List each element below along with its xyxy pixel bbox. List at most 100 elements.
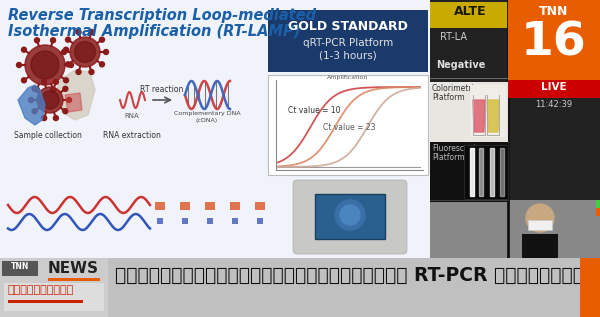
Polygon shape bbox=[500, 148, 504, 196]
Bar bbox=[430, 2, 510, 28]
Text: Complementary DNA
(cDNA): Complementary DNA (cDNA) bbox=[173, 111, 241, 123]
Text: 11:42:39: 11:42:39 bbox=[535, 100, 572, 109]
Circle shape bbox=[50, 87, 56, 92]
Circle shape bbox=[41, 91, 59, 109]
Bar bbox=[205, 202, 215, 210]
Text: Ct value = 10: Ct value = 10 bbox=[288, 106, 341, 115]
Text: (1-3 hours): (1-3 hours) bbox=[319, 50, 377, 60]
Circle shape bbox=[340, 205, 360, 225]
Circle shape bbox=[63, 109, 68, 114]
Bar bbox=[207, 218, 213, 224]
Bar bbox=[0, 258, 600, 317]
Bar bbox=[430, 82, 508, 142]
Polygon shape bbox=[55, 70, 95, 120]
Circle shape bbox=[104, 49, 109, 55]
Circle shape bbox=[67, 98, 71, 102]
Bar bbox=[157, 218, 163, 224]
Text: Platform: Platform bbox=[432, 153, 464, 162]
Polygon shape bbox=[490, 148, 494, 196]
Text: ข่าวเที่ยง: ข่าวเที่ยง bbox=[8, 285, 74, 295]
Text: 16: 16 bbox=[521, 20, 587, 65]
Bar bbox=[508, 0, 600, 80]
Bar bbox=[430, 200, 600, 258]
Bar bbox=[268, 75, 428, 175]
Bar bbox=[295, 182, 405, 252]
Circle shape bbox=[31, 51, 59, 79]
Polygon shape bbox=[487, 100, 499, 132]
Text: Platform: Platform bbox=[432, 93, 464, 102]
Bar bbox=[470, 85, 506, 137]
Bar bbox=[580, 258, 600, 317]
Circle shape bbox=[89, 69, 94, 74]
Text: NEWS: NEWS bbox=[48, 261, 99, 276]
Circle shape bbox=[68, 62, 74, 68]
Polygon shape bbox=[65, 93, 82, 112]
Text: RNA extraction: RNA extraction bbox=[103, 131, 161, 140]
Circle shape bbox=[526, 204, 554, 232]
Circle shape bbox=[65, 62, 71, 67]
Bar bbox=[315, 194, 385, 239]
Text: Reverse Transcription Loop-mediated: Reverse Transcription Loop-mediated bbox=[8, 8, 316, 23]
Circle shape bbox=[50, 38, 56, 43]
Bar bbox=[257, 218, 263, 224]
Circle shape bbox=[22, 78, 26, 83]
Circle shape bbox=[34, 87, 40, 92]
Text: Negative: Negative bbox=[436, 60, 485, 70]
Text: LIVE: LIVE bbox=[541, 82, 567, 92]
Text: TNN: TNN bbox=[539, 5, 569, 18]
Bar bbox=[255, 202, 265, 210]
Circle shape bbox=[29, 98, 34, 102]
Bar bbox=[508, 80, 600, 98]
Text: qRT-PCR Platform: qRT-PCR Platform bbox=[303, 38, 393, 48]
Bar bbox=[182, 218, 188, 224]
Circle shape bbox=[64, 47, 68, 52]
Text: RT-LA: RT-LA bbox=[440, 32, 467, 42]
Circle shape bbox=[100, 37, 104, 42]
Text: Amplification: Amplification bbox=[328, 75, 368, 80]
Bar bbox=[155, 202, 165, 210]
Circle shape bbox=[335, 200, 365, 230]
Circle shape bbox=[22, 47, 26, 52]
Bar bbox=[48, 278, 100, 281]
Bar bbox=[430, 142, 508, 202]
Circle shape bbox=[62, 49, 67, 55]
Circle shape bbox=[25, 45, 65, 85]
Polygon shape bbox=[479, 148, 483, 196]
Circle shape bbox=[89, 29, 94, 35]
Text: Colorimetric: Colorimetric bbox=[432, 84, 479, 93]
Circle shape bbox=[53, 80, 58, 84]
Circle shape bbox=[100, 62, 104, 67]
Bar bbox=[4, 283, 104, 311]
Bar bbox=[230, 202, 240, 210]
Bar bbox=[596, 200, 600, 208]
Circle shape bbox=[37, 87, 63, 113]
Polygon shape bbox=[18, 85, 45, 125]
Bar bbox=[0, 180, 430, 258]
Circle shape bbox=[70, 37, 100, 67]
Circle shape bbox=[32, 109, 37, 114]
Circle shape bbox=[63, 86, 68, 91]
Circle shape bbox=[41, 116, 47, 120]
Bar bbox=[0, 0, 430, 258]
Circle shape bbox=[17, 62, 22, 68]
Text: Ct value = 23: Ct value = 23 bbox=[323, 123, 376, 132]
Text: Sample collection: Sample collection bbox=[14, 131, 82, 140]
Text: เปิดวิธีตรวจโควิดใหม่คล้าย RT-PCR รู้ผลเร็วภายใน 30 นาที: เปิดวิธีตรวจโควิดใหม่คล้าย RT-PCR รู้ผลเ… bbox=[115, 266, 600, 285]
Bar bbox=[268, 10, 428, 72]
Circle shape bbox=[32, 86, 37, 91]
Circle shape bbox=[34, 38, 40, 43]
Bar bbox=[522, 234, 558, 294]
Circle shape bbox=[41, 80, 47, 84]
Polygon shape bbox=[470, 148, 474, 196]
Circle shape bbox=[76, 69, 81, 74]
Polygon shape bbox=[473, 100, 485, 132]
Bar bbox=[8, 300, 83, 303]
Circle shape bbox=[65, 37, 71, 42]
Text: Isothermal Amplification (RT-LAMP): Isothermal Amplification (RT-LAMP) bbox=[8, 24, 301, 39]
Bar bbox=[180, 202, 190, 210]
Text: GOLD STANDARD: GOLD STANDARD bbox=[288, 20, 408, 33]
Text: Fluorescent: Fluorescent bbox=[432, 144, 476, 153]
Bar bbox=[2, 261, 38, 276]
Bar bbox=[232, 218, 238, 224]
Bar bbox=[528, 220, 552, 230]
